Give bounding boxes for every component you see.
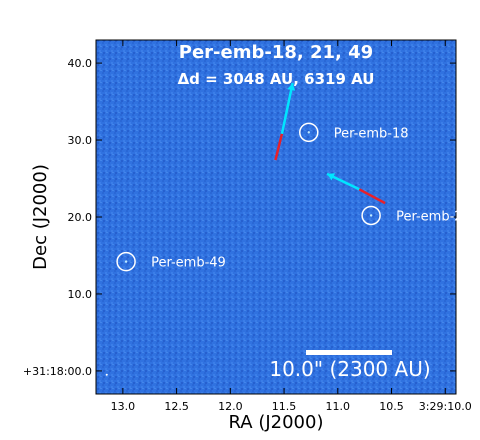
blueshifted-outflow-head: [287, 83, 296, 91]
y-tick-label: 40.0: [68, 57, 93, 70]
source-label: Per-emb-49: [151, 256, 226, 271]
scale-bar-label: 10.0" (2300 AU): [269, 357, 430, 381]
x-tick-label: 3:29:10.0: [419, 400, 472, 413]
source-marker: [361, 205, 381, 226]
x-tick-label: 12.5: [164, 400, 189, 413]
x-tick-label: 13.0: [111, 400, 136, 413]
redshifted-outflow-line: [274, 133, 284, 161]
source-peak: [307, 131, 310, 134]
y-axis: +31:18:00.0 10.0 20.0 30.0 40.0: [23, 57, 456, 378]
x-tick-label: 11.5: [272, 400, 297, 413]
figure-subtitle: Δd = 3048 AU, 6319 AU: [178, 70, 375, 88]
y-tick-label: 10.0: [68, 288, 93, 301]
x-axis: 13.0 12.5 12.0 11.5 11.0 10.5 3:29:10.0: [111, 40, 472, 413]
blueshifted-outflow-head: [327, 173, 336, 181]
y-axis-label: Dec (J2000): [30, 164, 51, 270]
noise-speck: [105, 373, 108, 376]
scale-bar-line: [306, 350, 392, 355]
x-axis-label: RA (J2000): [229, 412, 324, 433]
image-panel: [95, 39, 457, 395]
source-markers: Per-emb-18 Per-emb-21 Per-emb-49: [105, 122, 471, 376]
intensity-map: [96, 40, 456, 394]
x-tick-label: 12.0: [218, 400, 243, 413]
source-marker: [116, 251, 136, 272]
figure-title: Per-emb-18, 21, 49: [179, 42, 373, 63]
source-label: Per-emb-18: [334, 126, 409, 141]
scale-bar: 10.0" (2300 AU): [269, 350, 431, 381]
redshifted-outflow-line: [358, 188, 386, 205]
source-label: Per-emb-21: [396, 209, 471, 224]
y-tick-label: +31:18:00.0: [23, 365, 92, 378]
outflow-arrows: [274, 82, 386, 205]
x-tick-label: 11.0: [326, 400, 351, 413]
source-peak: [124, 260, 128, 263]
blueshifted-outflow-line: [280, 82, 294, 135]
y-tick-label: 20.0: [68, 211, 93, 224]
source-marker: [299, 122, 319, 143]
x-tick-label: 10.5: [379, 400, 404, 413]
source-peak: [369, 214, 373, 217]
y-tick-label: 30.0: [68, 134, 93, 147]
